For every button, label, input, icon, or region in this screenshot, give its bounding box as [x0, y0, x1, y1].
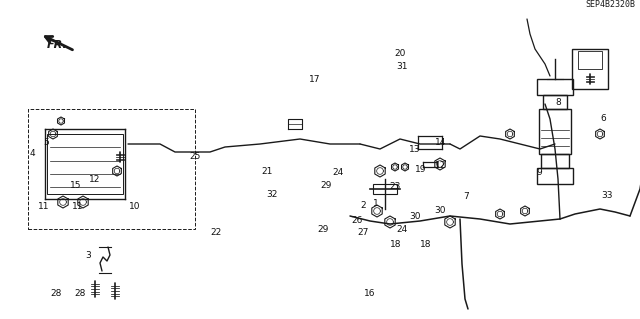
Bar: [543, 95, 567, 109]
Bar: [541, 154, 569, 168]
Text: 5: 5: [44, 138, 49, 147]
Text: 29: 29: [321, 181, 332, 189]
Bar: [572, 49, 608, 89]
Text: 2: 2: [361, 201, 366, 210]
Text: 11: 11: [38, 202, 49, 211]
Text: 7: 7: [463, 192, 468, 201]
Text: 18: 18: [420, 241, 431, 249]
Text: 12: 12: [435, 161, 446, 170]
Text: 23: 23: [390, 182, 401, 191]
Text: 12: 12: [89, 175, 100, 184]
Text: 11: 11: [72, 202, 84, 211]
Text: 24: 24: [396, 225, 408, 234]
Text: 3: 3: [86, 251, 91, 260]
Text: 14: 14: [435, 138, 446, 147]
Text: 28: 28: [51, 289, 62, 298]
Text: 28: 28: [74, 289, 86, 298]
Text: 9: 9: [536, 168, 541, 177]
Text: 24: 24: [332, 168, 344, 177]
Text: 32: 32: [266, 190, 278, 199]
Bar: [537, 79, 573, 95]
Text: 8: 8: [556, 98, 561, 107]
Text: 26: 26: [351, 216, 363, 225]
Bar: [47, 134, 123, 194]
Text: 21: 21: [262, 167, 273, 176]
Text: 15: 15: [70, 181, 81, 189]
Text: 33: 33: [601, 191, 612, 200]
Text: 22: 22: [211, 228, 222, 237]
Bar: [537, 168, 573, 184]
Text: 31: 31: [396, 62, 408, 71]
Text: 29: 29: [317, 225, 329, 234]
Text: 16: 16: [364, 289, 376, 298]
Text: 1: 1: [374, 199, 379, 208]
Bar: [373, 184, 397, 194]
Text: 30: 30: [409, 212, 420, 221]
Text: 30: 30: [435, 206, 446, 215]
Text: 25: 25: [189, 152, 201, 161]
Text: 10: 10: [129, 202, 140, 211]
Bar: [578, 51, 602, 69]
Text: 18: 18: [390, 241, 401, 249]
Text: 17: 17: [309, 75, 321, 84]
Text: 27: 27: [358, 228, 369, 237]
Text: 19: 19: [415, 165, 427, 174]
Text: 6: 6: [600, 114, 605, 122]
Text: 4: 4: [29, 149, 35, 158]
Text: 20: 20: [394, 49, 406, 58]
Text: SEP4B2320B: SEP4B2320B: [585, 0, 635, 9]
Bar: [539, 109, 571, 154]
Text: FR.: FR.: [47, 40, 67, 50]
Text: 13: 13: [409, 145, 420, 154]
Bar: [28, 109, 195, 229]
